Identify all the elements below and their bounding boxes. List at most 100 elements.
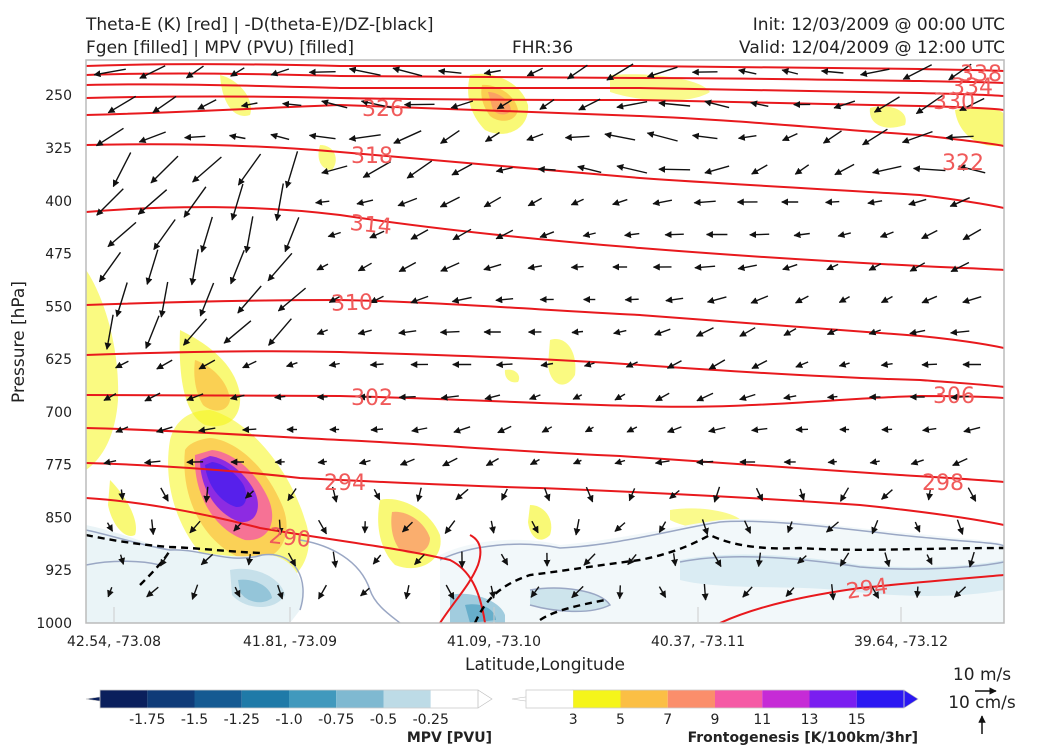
wind-vector [228, 133, 246, 141]
wind-vector [185, 65, 204, 79]
theta-e-line [86, 350, 1004, 388]
fgen-colorbar-swatch [762, 690, 810, 708]
wind-vector [112, 152, 132, 188]
wind-vector [410, 295, 429, 304]
wind-vector [959, 97, 985, 112]
wind-vector [98, 251, 122, 283]
theta-e-label: 314 [349, 211, 393, 240]
fgen-colorbar-swatch [573, 690, 621, 708]
wind-vector [242, 426, 257, 434]
wind-vector [331, 551, 339, 568]
wind-vector [945, 133, 974, 141]
mpv-colorbar-swatch [194, 690, 242, 708]
wind-vector [276, 519, 284, 535]
x-tick-label: 39.64, -73.12 [854, 634, 948, 650]
wind-vector [103, 458, 117, 466]
wind-vector [624, 231, 640, 239]
y-tick-label: 475 [45, 247, 72, 263]
wind-vector [901, 130, 933, 144]
wind-vector [198, 359, 216, 370]
wind-vector [440, 130, 460, 144]
wind-vector [914, 586, 922, 599]
wind-vector [794, 295, 809, 304]
wind-vector [317, 458, 327, 466]
wind-vector [316, 263, 329, 271]
y-axis-label: Pressure [hPa] [9, 281, 29, 403]
wind-vector [782, 263, 798, 271]
wind-vector [497, 425, 512, 434]
wind-vector [237, 153, 262, 186]
wind-vector [93, 68, 126, 78]
wind-vector [530, 586, 540, 598]
wind-vector [189, 249, 199, 286]
wind-vector [484, 393, 501, 401]
fgen-colorbar-tick-label: 11 [753, 712, 771, 728]
wind-vector [414, 554, 425, 565]
wind-vector [267, 252, 293, 282]
wind-vector [708, 426, 726, 434]
wind-vector [139, 65, 166, 79]
wind-vector [783, 393, 797, 401]
wind-vector [531, 520, 539, 534]
y-tick-label: 700 [45, 405, 72, 421]
wind-vector [159, 552, 170, 567]
wind-vector [186, 393, 204, 402]
wind-vector [356, 199, 374, 206]
wind-vector [328, 295, 340, 304]
wind-vector [358, 458, 371, 466]
wind-vector [750, 295, 769, 304]
wind-vector [612, 198, 628, 206]
wind-vector [500, 553, 509, 566]
fgen-colorbar-swatch [667, 690, 715, 708]
wind-vector [96, 188, 124, 216]
wind-vector [783, 327, 797, 337]
wind-vector [704, 99, 730, 109]
wind-vector [496, 99, 512, 110]
wind-vector [570, 198, 584, 206]
y-tick-label: 625 [45, 352, 72, 368]
wind-vector [953, 586, 967, 598]
wind-vector [872, 165, 902, 175]
wind-vector [397, 197, 418, 207]
wind-vector [786, 521, 794, 534]
wind-vector [838, 360, 850, 368]
fgen-colorbar-tick-label: 3 [569, 712, 578, 728]
wind-vector [739, 393, 756, 401]
wind-vector [666, 360, 682, 369]
wind-vector [902, 64, 933, 80]
wind-vector [316, 328, 328, 335]
wind-vector [797, 555, 807, 564]
wind-vector [693, 198, 716, 206]
mpv-colorbar-tick-label: -0.25 [413, 712, 449, 728]
wind-vector [197, 99, 217, 110]
y-tick-label: 1000 [36, 616, 72, 632]
wind-vector [669, 489, 680, 500]
wind-vector [95, 127, 124, 147]
wind-vector [403, 585, 411, 600]
wind-vector [908, 198, 927, 207]
wind-vector [627, 553, 637, 566]
stability-dashed-line [86, 533, 1004, 623]
theta-e-contours [86, 63, 1004, 623]
wind-vector [398, 328, 417, 336]
wind-vector [958, 164, 986, 174]
theta-e-label: 290 [268, 524, 312, 553]
wind-vector [570, 263, 584, 271]
wind-vector [826, 393, 838, 401]
theta-e-label: 326 [362, 97, 404, 122]
wind-vector [453, 426, 471, 434]
wind-vector [183, 186, 207, 218]
wind-vector [146, 586, 159, 598]
fgen-colorbar-tick-label: 5 [616, 712, 625, 728]
wind-vector [360, 587, 370, 597]
x-tick-label: 40.37, -73.11 [651, 634, 745, 650]
wind-vector [527, 197, 543, 207]
wind-vector [968, 551, 975, 568]
wind-vector [541, 426, 553, 433]
wind-vector [925, 554, 933, 566]
wind-vector [880, 360, 893, 368]
wind-vector [184, 133, 206, 141]
wind-vector [149, 519, 157, 536]
wind-vector [921, 295, 938, 304]
wind-vector [785, 587, 795, 597]
